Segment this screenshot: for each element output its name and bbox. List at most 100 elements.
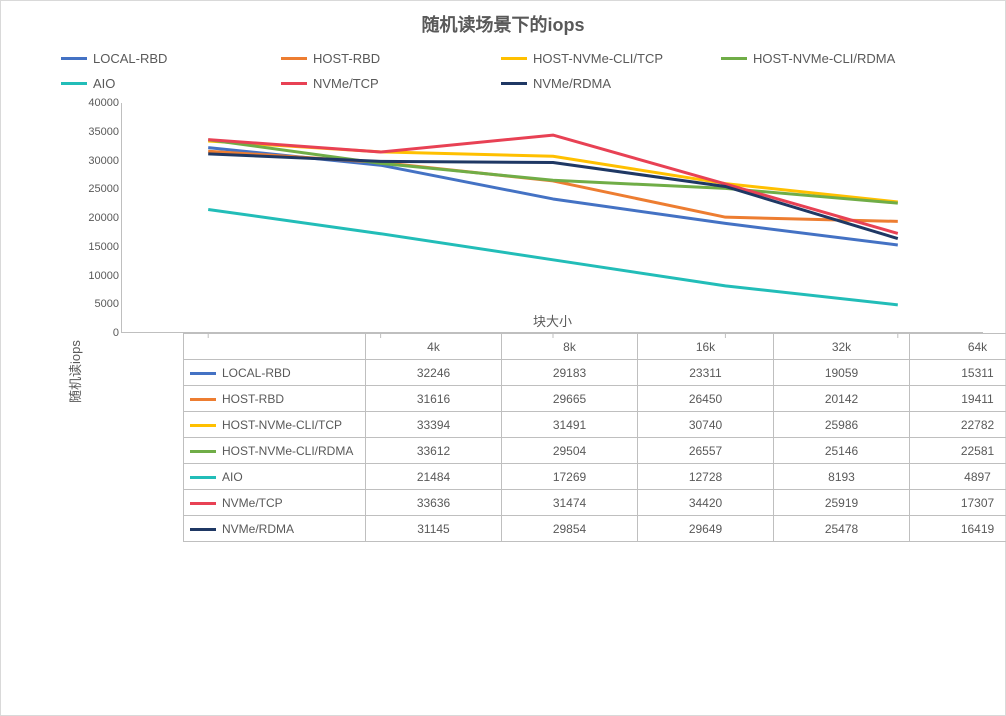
table-cell: 25919 — [774, 490, 910, 516]
row-series-name: LOCAL-RBD — [222, 366, 291, 380]
table-cell: 29183 — [502, 360, 638, 386]
legend-label: NVMe/TCP — [313, 76, 379, 91]
table-row-header: HOST-NVMe-CLI/RDMA — [184, 438, 366, 464]
legend-item: HOST-NVMe-CLI/TCP — [501, 51, 721, 66]
table-row: HOST-NVMe-CLI/RDMA 3361229504265572514622… — [184, 438, 1006, 464]
row-swatch — [190, 398, 216, 401]
table-cell: 17269 — [502, 464, 638, 490]
table-cell: 23311 — [638, 360, 774, 386]
table-cell: 22581 — [910, 438, 1006, 464]
line-series-svg — [122, 103, 984, 333]
table-cell: 4897 — [910, 464, 1006, 490]
legend-swatch — [281, 57, 307, 60]
legend-label: HOST-NVMe-CLI/RDMA — [753, 51, 895, 66]
table-cell: 34420 — [638, 490, 774, 516]
chart-area: 随机读iops 05000100001500020000250003000035… — [59, 103, 1005, 542]
legend-item: HOST-RBD — [281, 51, 501, 66]
legend-swatch — [501, 82, 527, 85]
table-column-header: 64k — [910, 334, 1006, 360]
table-row-header: NVMe/TCP — [184, 490, 366, 516]
table-cell: 30740 — [638, 412, 774, 438]
legend-label: HOST-NVMe-CLI/TCP — [533, 51, 663, 66]
table-cell: 31491 — [502, 412, 638, 438]
series-line — [208, 209, 898, 304]
table-cell: 26557 — [638, 438, 774, 464]
row-series-name: HOST-NVMe-CLI/TCP — [222, 418, 342, 432]
table-cell: 22782 — [910, 412, 1006, 438]
table-row: NVMe/RDMA 3114529854296492547816419 — [184, 516, 1006, 542]
y-tick-label: 0 — [81, 327, 119, 339]
table-cell: 8193 — [774, 464, 910, 490]
table-row-header: HOST-RBD — [184, 386, 366, 412]
y-tick-label: 35000 — [81, 126, 119, 138]
legend-item: LOCAL-RBD — [61, 51, 281, 66]
legend-label: HOST-RBD — [313, 51, 380, 66]
y-ticks: 0500010000150002000025000300003500040000 — [81, 103, 121, 333]
table-cell: 29504 — [502, 438, 638, 464]
table-cell: 33636 — [366, 490, 502, 516]
table-cell: 32246 — [366, 360, 502, 386]
chart-container: 随机读场景下的iops LOCAL-RBDHOST-RBDHOST-NVMe-C… — [0, 0, 1006, 716]
y-tick-label: 40000 — [81, 97, 119, 109]
table-cell: 33612 — [366, 438, 502, 464]
row-series-name: NVMe/TCP — [222, 496, 283, 510]
table-cell: 31616 — [366, 386, 502, 412]
table-cell: 12728 — [638, 464, 774, 490]
table-column-header: 32k — [774, 334, 910, 360]
table-cell: 29854 — [502, 516, 638, 542]
table-cell: 16419 — [910, 516, 1006, 542]
legend-item: NVMe/RDMA — [501, 76, 721, 91]
legend-swatch — [501, 57, 527, 60]
y-tick-label: 30000 — [81, 155, 119, 167]
table-cell: 31474 — [502, 490, 638, 516]
row-swatch — [190, 476, 216, 479]
legend-swatch — [721, 57, 747, 60]
table-cell: 29649 — [638, 516, 774, 542]
y-axis-label: 随机读iops — [65, 340, 84, 403]
legend-swatch — [281, 82, 307, 85]
table-cell: 31145 — [366, 516, 502, 542]
row-series-name: NVMe/RDMA — [222, 522, 294, 536]
data-table: 4k8k16k32k64kLOCAL-RBD322462918323311190… — [183, 333, 1006, 542]
table-row: AIO 21484172691272881934897 — [184, 464, 1006, 490]
legend-item: NVMe/TCP — [281, 76, 501, 91]
table-column-header: 16k — [638, 334, 774, 360]
row-series-name: AIO — [222, 470, 243, 484]
legend-label: LOCAL-RBD — [93, 51, 167, 66]
y-tick-label: 5000 — [81, 298, 119, 310]
y-tick-label: 15000 — [81, 241, 119, 253]
table-cell: 33394 — [366, 412, 502, 438]
legend-row: AIO NVMe/TCP NVMe/RDMA — [61, 76, 965, 91]
table-header-row: 4k8k16k32k64k — [184, 334, 1006, 360]
table-corner-cell — [184, 334, 366, 360]
legend-swatch — [61, 57, 87, 60]
series-line — [208, 154, 898, 239]
table-cell: 25146 — [774, 438, 910, 464]
y-tick-label: 10000 — [81, 270, 119, 282]
table-row-header: NVMe/RDMA — [184, 516, 366, 542]
table-row: LOCAL-RBD3224629183233111905915311 — [184, 360, 1006, 386]
table-cell: 25986 — [774, 412, 910, 438]
table-row: HOST-NVMe-CLI/TCP 33394314913074025986227… — [184, 412, 1006, 438]
y-tick-label: 20000 — [81, 212, 119, 224]
series-line — [208, 140, 898, 203]
table-cell: 25478 — [774, 516, 910, 542]
plot-region: 块大小 — [121, 103, 983, 333]
table-cell: 21484 — [366, 464, 502, 490]
legend-row: LOCAL-RBD HOST-RBD HOST-NVMe-CLI/TCP HOST-N… — [61, 51, 965, 66]
table-cell: 17307 — [910, 490, 1006, 516]
row-swatch — [190, 424, 216, 427]
table-cell: 20142 — [774, 386, 910, 412]
table-cell: 26450 — [638, 386, 774, 412]
row-series-name: HOST-NVMe-CLI/RDMA — [222, 444, 353, 458]
table-cell: 29665 — [502, 386, 638, 412]
chart-legend: LOCAL-RBD HOST-RBD HOST-NVMe-CLI/TCP HOST-N… — [61, 51, 965, 91]
legend-label: NVMe/RDMA — [533, 76, 611, 91]
table-row-header: HOST-NVMe-CLI/TCP — [184, 412, 366, 438]
plot-wrap: 0500010000150002000025000300003500040000… — [121, 103, 983, 542]
row-swatch — [190, 502, 216, 505]
row-swatch — [190, 450, 216, 453]
legend-item: AIO — [61, 76, 281, 91]
row-series-name: HOST-RBD — [222, 392, 284, 406]
legend-item: HOST-NVMe-CLI/RDMA — [721, 51, 941, 66]
